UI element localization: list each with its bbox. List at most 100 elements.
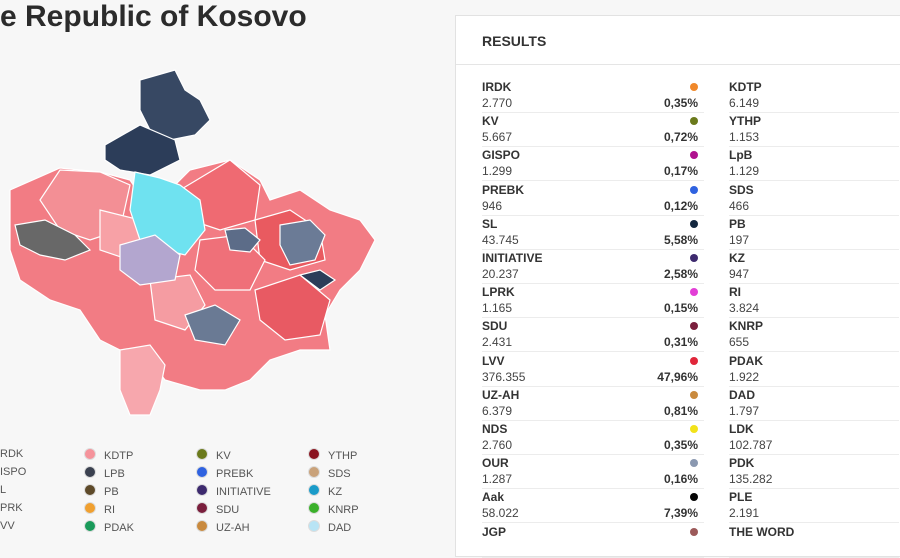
party-votes: 197 [729, 232, 750, 247]
legend-item: PREBK [196, 466, 253, 480]
legend-item: PB [84, 484, 119, 498]
party-dot [690, 527, 698, 536]
party-votes: 1.287 [482, 472, 513, 487]
party-share: 2,58% [663, 267, 698, 281]
legend-label: KDTP [104, 450, 134, 462]
row-divider [482, 283, 704, 284]
region [119, 344, 166, 416]
party-name: DAD [729, 387, 755, 402]
party-votes: 1.129 [729, 164, 760, 179]
region [104, 124, 181, 176]
legend-swatch [196, 466, 208, 478]
row-divider [482, 180, 704, 182]
panel-heading: RESULTS [482, 33, 547, 49]
legend-label: SDS [328, 468, 351, 480]
legend-item: VV [0, 520, 15, 532]
party-votes: 2.770 [482, 96, 513, 110]
party-name: KV [482, 114, 499, 129]
result-row: SDU 2.431 [482, 319, 512, 349]
result-row: KZ 947 [729, 251, 749, 281]
result-row: IRDK 2.770 [482, 80, 512, 110]
result-row: LpB 1.129 [729, 148, 759, 178]
result-row: GISPO 1.299 [482, 148, 521, 178]
legend-label: ISPO [0, 466, 27, 478]
legend-swatch [308, 484, 320, 496]
legend-label: KNRP [328, 504, 359, 516]
legend-swatch [84, 502, 96, 514]
legend-item: L [0, 484, 6, 496]
party-share: 0,35% [663, 438, 698, 452]
party-name: PREBK [482, 182, 525, 197]
region [139, 69, 211, 141]
results-panel: RESULTS IRDK 2.770 0,35% KV 5.667 0,72% GISPO 1… [455, 15, 900, 558]
party-name: SDU [482, 319, 508, 334]
row-divider [482, 556, 704, 558]
legend-item: PRK [0, 502, 23, 514]
legend-label: RDK [0, 448, 24, 460]
legend-label: INITIATIVE [216, 486, 271, 498]
row-divider [729, 419, 899, 421]
party-name: OUR [482, 456, 509, 471]
party-share: 0,16% [663, 472, 698, 487]
party-votes: 466 [729, 198, 750, 213]
result-row: PDAK 1.922 [729, 353, 764, 384]
party-share: 0,12% [663, 198, 698, 213]
result-row: NDS 2.760 [482, 422, 512, 452]
legend-item: PDAK [84, 520, 134, 534]
row-divider [482, 454, 704, 455]
row-divider [729, 385, 899, 387]
legend-label: KV [216, 450, 231, 462]
party-votes: 1.797 [729, 403, 760, 418]
result-row: INITIATIVE 20.237 [482, 251, 542, 281]
result-row: SDS 466 [729, 183, 754, 213]
party-share: 0,72% [663, 130, 698, 145]
legend-label: SDU [216, 504, 240, 516]
result-row: DAD 1.797 [729, 387, 759, 418]
party-name: PDAK [729, 353, 764, 368]
party-dot [690, 288, 698, 297]
result-row: YTHP 1.153 [729, 114, 762, 144]
legend-item: KV [196, 448, 231, 462]
result-row: JGP [482, 525, 506, 539]
result-row: PDK 135.282 [729, 456, 772, 486]
legend-item: ISPO [0, 466, 26, 478]
row-divider [729, 454, 899, 455]
row-divider [482, 317, 704, 319]
row-divider [729, 112, 899, 113]
party-votes: 1.165 [482, 301, 513, 316]
party-share: 0,17% [663, 164, 698, 179]
result-row: OUR 1.287 [482, 456, 512, 486]
result-row: KDTP 6.149 [729, 80, 762, 110]
party-votes: 2.191 [729, 506, 760, 521]
legend-item: INITIATIVE [196, 484, 271, 498]
legend-label: UZ-AH [216, 522, 250, 534]
row-divider [729, 214, 899, 216]
result-row: KNRP 655 [729, 319, 763, 349]
party-name: YTHP [729, 114, 762, 129]
row-divider [482, 146, 704, 148]
party-share: 0,35% [663, 96, 698, 110]
party-votes: 58.022 [482, 506, 519, 521]
party-share: 0,81% [663, 403, 698, 418]
party-name: GISPO [482, 148, 521, 163]
party-dot [690, 185, 698, 194]
party-dot [690, 356, 698, 365]
result-row: Aak 58.022 [482, 490, 519, 520]
legend-swatch [196, 448, 208, 460]
legend-label: PREBK [216, 468, 254, 480]
party-name: THE WORD [729, 524, 795, 539]
legend-label: YTHP [328, 450, 358, 462]
region [224, 227, 261, 253]
result-row: LPRK 1.165 [482, 285, 515, 315]
row-divider [482, 351, 704, 353]
legend-swatch [84, 448, 96, 460]
party-dot [690, 83, 698, 91]
party-dot [690, 219, 698, 228]
map [9, 69, 376, 416]
legend-item: KNRP [308, 502, 359, 516]
region [119, 234, 181, 286]
party-votes: 135.282 [729, 472, 773, 487]
legend-label: L [0, 484, 7, 496]
party-name: NDS [482, 422, 508, 436]
